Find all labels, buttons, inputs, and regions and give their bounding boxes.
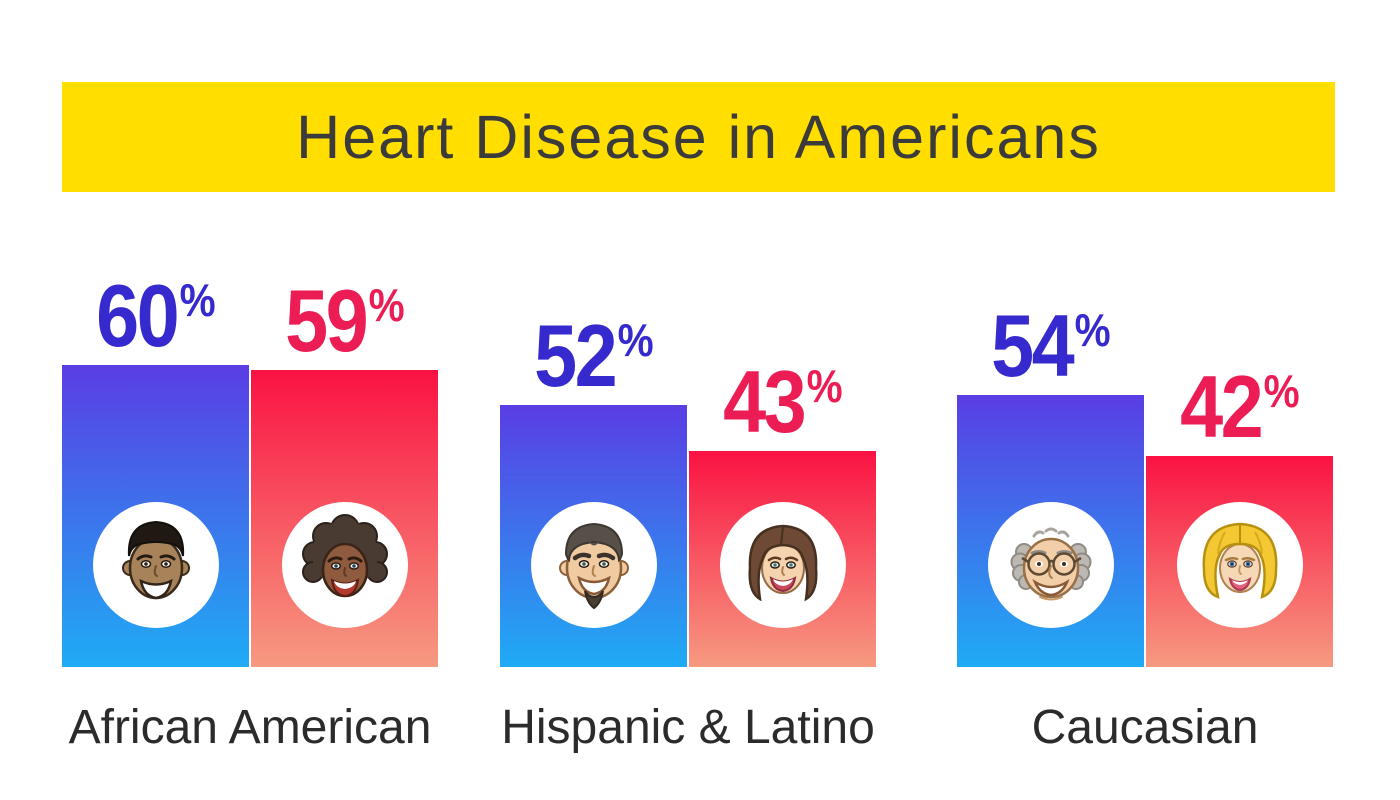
bar-women [689,451,876,667]
hispanic-man-face-icon [531,503,656,627]
bar-column-men: 60% [62,272,249,667]
bar-column-men: 54% [957,302,1144,667]
bar-women [1146,456,1333,667]
bar-men [500,405,687,667]
value-number: 60 [95,266,180,366]
bar-men [957,395,1144,667]
caucasian-man-face-icon [988,503,1113,627]
latina-woman-face-icon [720,503,845,627]
group-caucasian: 54% [957,0,1333,800]
group-african-american: 60% [62,0,438,800]
bar-women [251,370,438,667]
value-number: 43 [722,352,807,452]
value-number: 52 [533,306,618,406]
face-badge [530,502,657,628]
bar-column-women: 43% [689,358,876,667]
face-badge [1176,502,1303,628]
face-badge [281,502,408,628]
face-badge [987,502,1114,628]
bar-pair: 54% [957,302,1333,667]
category-label-hispanic-latino: Hispanic & Latino [501,701,875,754]
bar-pair: 52% [500,312,876,667]
bar-pair: 60% [62,272,438,667]
value-number: 54 [990,296,1075,396]
value-label-women: 42% [1180,363,1300,451]
value-label-men: 54% [991,302,1111,390]
value-label-men: 60% [96,272,216,360]
percent-sign: % [179,274,216,327]
value-label-women: 59% [285,277,405,365]
value-label-women: 43% [723,358,843,446]
percent-sign: % [806,360,843,413]
group-hispanic-latino: 52% [500,0,876,800]
face-badge [92,502,219,628]
bar-column-men: 52% [500,312,687,667]
bar-men [62,365,249,667]
page-title: Heart Disease in Americans [296,103,1101,171]
percent-sign: % [1074,304,1111,357]
caucasian-woman-face-icon [1177,503,1302,627]
title-banner: Heart Disease in Americans [62,82,1335,192]
face-badge [719,502,846,628]
bar-column-women: 59% [251,277,438,667]
percent-sign: % [368,279,405,332]
african-american-man-face-icon [93,503,218,627]
percent-sign: % [1263,365,1300,418]
category-label-african-american: African American [68,701,432,754]
value-label-men: 52% [534,312,654,400]
percent-sign: % [617,314,654,367]
value-number: 59 [284,271,369,371]
african-american-woman-face-icon [282,503,407,627]
bar-column-women: 42% [1146,363,1333,667]
value-number: 42 [1179,357,1264,457]
category-label-caucasian: Caucasian [1031,701,1259,754]
